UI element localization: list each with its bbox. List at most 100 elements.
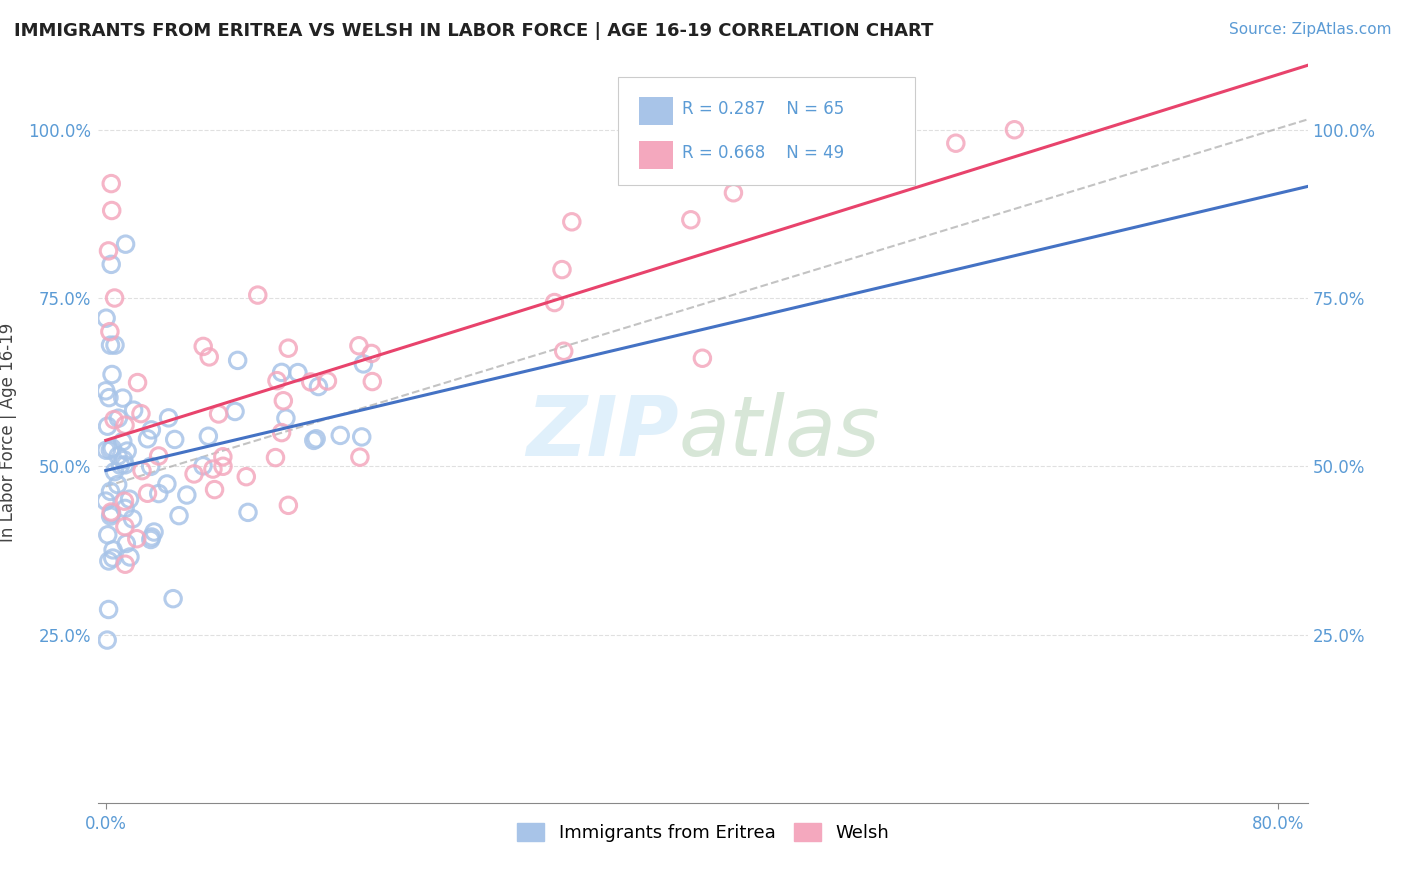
Point <box>692 351 714 366</box>
Bar <box>638 97 673 125</box>
Point <box>96 633 118 648</box>
Point <box>236 505 259 519</box>
Point <box>235 469 257 483</box>
Legend: Immigrants from Eritrea, Welsh: Immigrants from Eritrea, Welsh <box>510 815 896 849</box>
Point <box>136 432 159 446</box>
Point <box>94 311 117 326</box>
Point <box>561 215 583 229</box>
Point <box>114 237 136 252</box>
Point <box>266 374 288 388</box>
Point <box>551 262 574 277</box>
Point <box>270 425 292 440</box>
Point <box>287 366 309 380</box>
Point <box>114 501 136 516</box>
Point <box>264 450 287 465</box>
Point <box>360 346 382 360</box>
Point <box>107 477 129 491</box>
Point <box>162 591 184 606</box>
Point <box>143 524 166 539</box>
Point <box>212 459 235 474</box>
Point <box>723 186 745 200</box>
Point <box>347 339 370 353</box>
Point <box>204 483 226 497</box>
Point <box>191 458 214 473</box>
Point <box>131 464 153 478</box>
Point <box>129 407 152 421</box>
Point <box>246 288 269 302</box>
Point <box>111 434 134 449</box>
Point <box>107 411 129 425</box>
Point <box>553 344 575 359</box>
Point <box>115 536 138 550</box>
Point <box>112 452 135 467</box>
Point <box>100 177 122 191</box>
Point <box>101 441 124 455</box>
Point <box>302 434 325 448</box>
Point <box>157 410 180 425</box>
Point <box>98 325 121 339</box>
Point <box>111 391 134 405</box>
Point <box>176 488 198 502</box>
Point <box>101 542 124 557</box>
Point <box>543 295 565 310</box>
Point <box>97 554 120 568</box>
Point <box>193 339 215 353</box>
Point <box>183 467 205 481</box>
Y-axis label: In Labor Force | Age 16-19: In Labor Force | Age 16-19 <box>0 323 17 542</box>
Point <box>121 512 143 526</box>
Point <box>110 458 132 473</box>
Point <box>139 459 162 474</box>
Point <box>163 433 186 447</box>
Point <box>141 530 163 544</box>
Text: ZIP: ZIP <box>526 392 679 473</box>
Point <box>211 450 233 464</box>
Point <box>305 432 328 446</box>
Point <box>98 443 121 458</box>
Point <box>114 494 136 508</box>
Point <box>118 549 141 564</box>
Text: R = 0.668    N = 49: R = 0.668 N = 49 <box>682 144 845 162</box>
Point <box>96 419 118 434</box>
Point <box>114 519 136 533</box>
Point <box>100 257 122 271</box>
Bar <box>638 141 673 169</box>
Point <box>107 449 129 463</box>
Point <box>273 393 295 408</box>
Point <box>96 443 118 458</box>
Point <box>114 558 136 572</box>
Point <box>201 462 224 476</box>
Point <box>350 430 373 444</box>
Point <box>316 374 339 388</box>
Point <box>103 465 125 479</box>
Point <box>329 428 352 442</box>
Point <box>1004 122 1026 136</box>
Point <box>122 403 145 417</box>
Point <box>207 407 229 421</box>
Point <box>156 477 179 491</box>
Point <box>141 423 163 437</box>
Point <box>100 338 122 352</box>
Point <box>100 203 122 218</box>
Point <box>270 365 292 379</box>
Point <box>94 494 117 508</box>
Point <box>101 551 124 566</box>
Point <box>352 357 374 371</box>
Point <box>148 449 170 463</box>
Point <box>148 486 170 500</box>
Point <box>115 444 138 458</box>
Point <box>349 450 371 465</box>
Point <box>100 505 122 519</box>
Point <box>197 429 219 443</box>
Point <box>167 508 190 523</box>
Point <box>97 528 120 542</box>
Point <box>125 532 148 546</box>
Point <box>226 353 249 368</box>
Point <box>103 291 125 305</box>
Point <box>118 492 141 507</box>
Point <box>224 404 246 418</box>
Point <box>945 136 967 151</box>
Point <box>274 411 297 425</box>
Point <box>307 379 329 393</box>
Point <box>114 458 136 472</box>
Point <box>856 156 879 170</box>
